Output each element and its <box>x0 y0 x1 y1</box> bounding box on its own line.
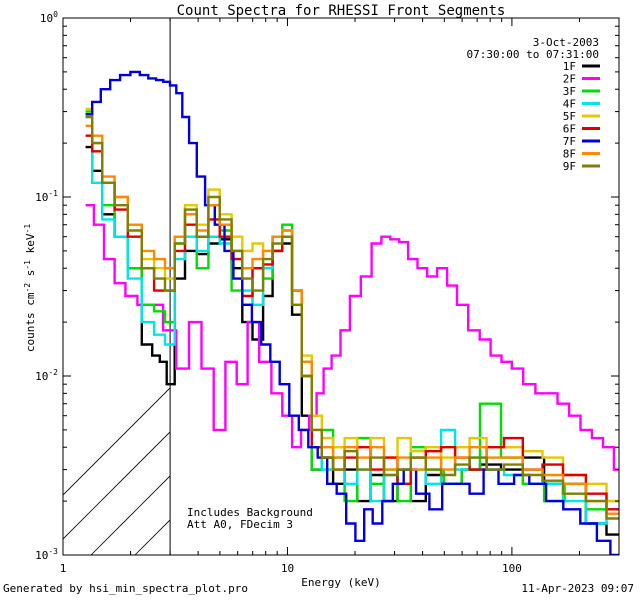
legend-label-8F: 8F <box>563 148 576 161</box>
x-tick-label: 100 <box>502 562 522 575</box>
footer-timestamp: 11-Apr-2023 09:07 <box>521 582 634 595</box>
legend-label-9F: 9F <box>563 160 576 173</box>
hatch-line <box>63 387 171 496</box>
series-layer <box>85 70 619 555</box>
annotation-background: Includes Background <box>187 506 313 519</box>
x-tick-label: 10 <box>281 562 294 575</box>
series-3F <box>85 110 619 511</box>
series-2F <box>85 204 619 471</box>
legend-label-1F: 1F <box>563 60 576 73</box>
legend-label-3F: 3F <box>563 85 576 98</box>
y-axis-label: counts cm-2 s-1 keV-1 <box>23 224 37 352</box>
x-tick-label: 1 <box>60 562 67 575</box>
legend-label-2F: 2F <box>563 73 576 86</box>
series-5F <box>85 107 619 503</box>
y-tick-label: 10-2 <box>35 368 58 383</box>
annotation-attenuator: Att A0, FDecim 3 <box>187 518 293 531</box>
y-tick-label: 10-1 <box>35 189 58 204</box>
time-range-label: 07:30:00 to 07:31:00 <box>467 48 599 61</box>
chart-title: Count Spectra for RHESSI Front Segments <box>177 3 506 19</box>
series-9F <box>85 115 619 520</box>
legend-label-7F: 7F <box>563 135 576 148</box>
axes: 1 10 100 100 10-1 10-2 10-3 <box>35 10 620 575</box>
date-label: 3-Oct-2003 <box>533 36 599 49</box>
hatched-region <box>63 18 640 555</box>
legend-label-5F: 5F <box>563 110 576 123</box>
plot-frame <box>62 17 620 556</box>
legend-label-4F: 4F <box>563 98 576 111</box>
hatch-line <box>619 18 640 555</box>
legend-label-6F: 6F <box>563 123 576 136</box>
y-tick-label: 10-3 <box>35 547 58 562</box>
x-axis-label: Energy (keV) <box>301 576 380 589</box>
footer-generated-by: Generated by hsi_min_spectra_plot.pro <box>3 582 249 595</box>
y-tick-label: 100 <box>40 10 58 25</box>
hatch-line <box>63 431 171 540</box>
